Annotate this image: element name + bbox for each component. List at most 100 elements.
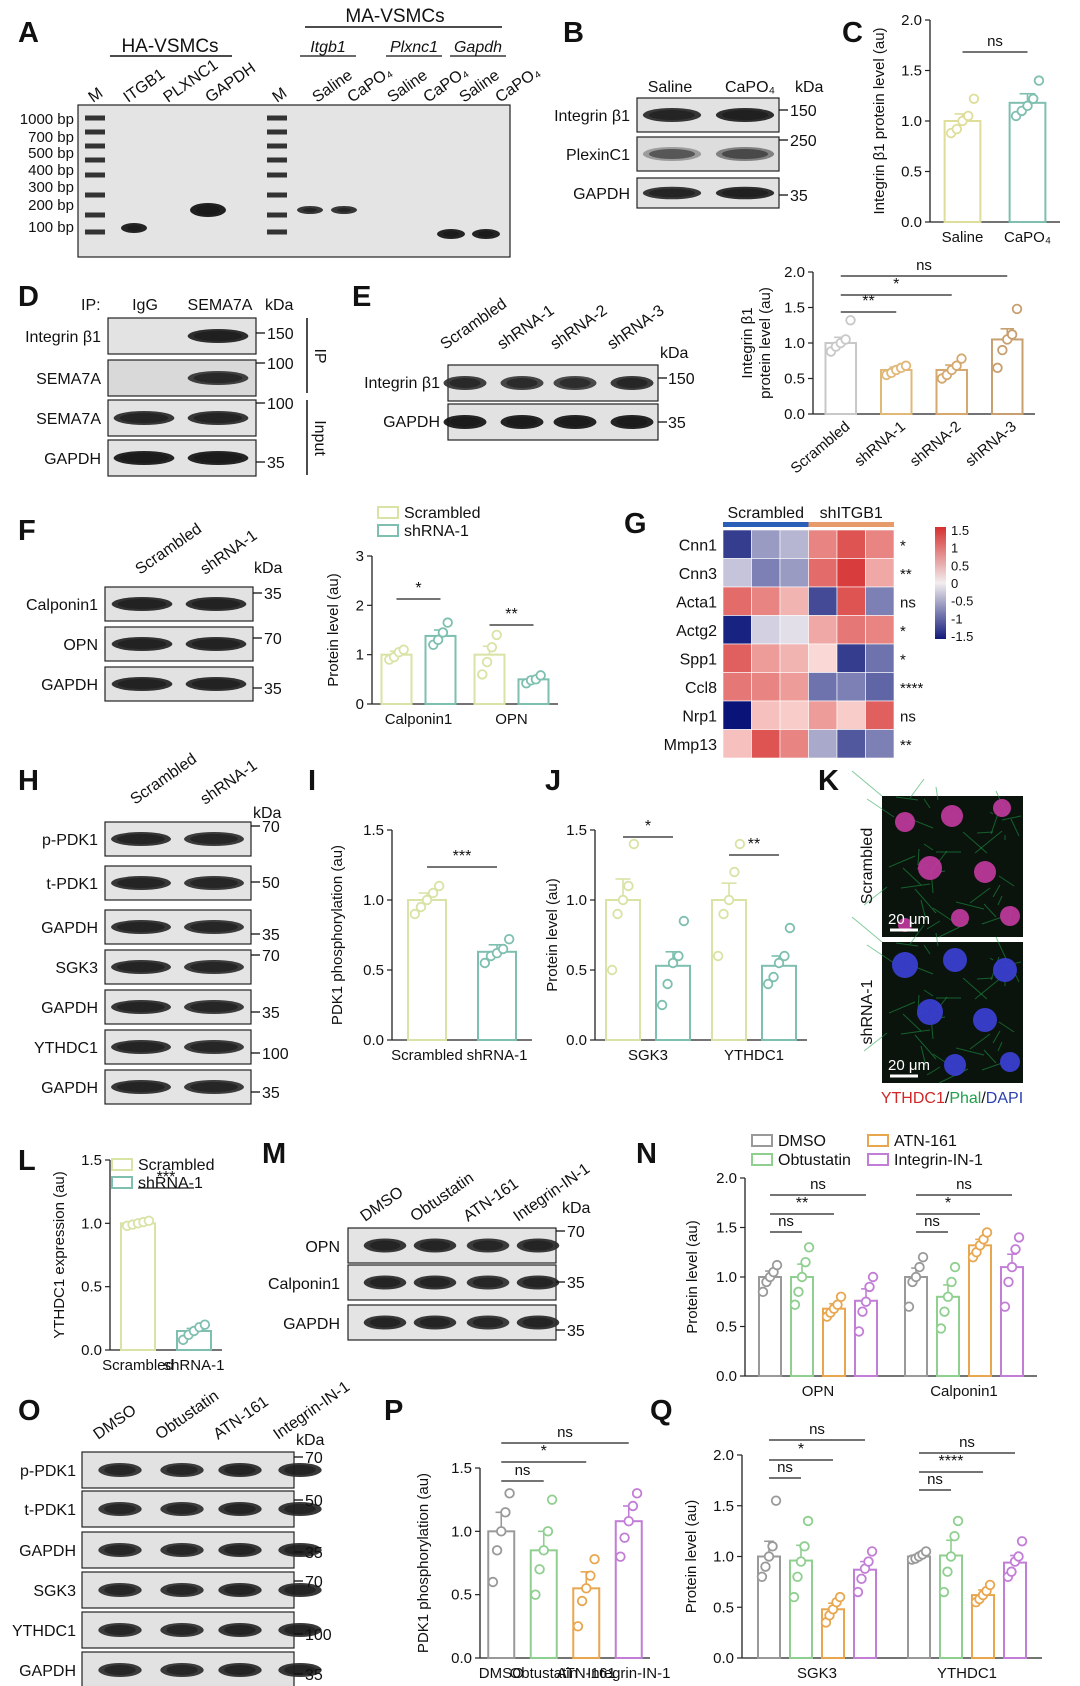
- panel-letter-J: J: [545, 765, 561, 797]
- y-tick-label: 0.0: [81, 1342, 102, 1359]
- heatmap-cell: [865, 672, 895, 702]
- marker-label: 100: [305, 1627, 332, 1644]
- heatmap-cell: [808, 729, 838, 759]
- data-point: [939, 1306, 950, 1317]
- y-axis-label: PDK1 phosphorylation (au): [415, 1473, 432, 1653]
- legend-swatch: [377, 506, 399, 519]
- data-point: [845, 315, 856, 326]
- x-tick-label: OPN: [802, 1383, 835, 1400]
- band-core: [190, 962, 238, 972]
- band-core: [284, 1465, 316, 1475]
- data-point: [860, 1296, 872, 1307]
- heatmap-cell: [751, 586, 781, 616]
- actin-fiber: [998, 875, 1015, 887]
- scale-label: 20 μm: [888, 911, 930, 928]
- x-tick-label: shRNA-3: [962, 418, 1020, 470]
- group-label: Input: [311, 420, 328, 456]
- data-point: [956, 353, 967, 364]
- chart-P: 0.0 0.5 1.0 1.5 PDK1 phosphorylation (au) DMS…: [415, 1424, 670, 1682]
- x-tick-label: Obtustatin: [510, 1665, 578, 1682]
- y-axis-label: Protein level (au): [544, 878, 561, 991]
- marker-label: 35: [262, 1005, 280, 1022]
- row-label: OPN: [305, 1239, 340, 1256]
- lane-label: CaPO₄: [725, 79, 775, 96]
- band-core: [193, 331, 243, 341]
- data-point: [771, 1259, 783, 1271]
- panel-letter-E: E: [352, 281, 371, 313]
- y-tick-label: 0.5: [451, 1587, 472, 1604]
- band-core: [616, 378, 648, 388]
- significance-label: ns: [924, 1213, 940, 1230]
- data-point: [627, 1500, 639, 1512]
- actin-fiber: [888, 855, 916, 868]
- data-point: [712, 950, 724, 962]
- y-tick-label: 0.5: [81, 1279, 102, 1296]
- data-point: [662, 978, 673, 990]
- heatmap-cell: [722, 643, 752, 673]
- actin-fiber: [895, 942, 919, 947]
- significance-label: *: [541, 1443, 547, 1460]
- actin-fiber: [998, 1021, 1015, 1033]
- band-core: [284, 1545, 316, 1555]
- row-label: GAPDH: [573, 186, 630, 203]
- heatmap-cell: [779, 700, 809, 730]
- legend-tick: 1.5: [951, 523, 969, 538]
- significance-label: ns: [956, 1176, 972, 1193]
- y-axis-label: Integrin β1 protein level (au): [871, 27, 888, 214]
- lane-label: shRNA-1: [198, 757, 261, 808]
- y-tick-label: 2.0: [716, 1170, 737, 1187]
- x-tick-label: Calponin1: [385, 711, 453, 728]
- heatmap-cell: [865, 643, 895, 673]
- actin-fiber: [983, 1049, 997, 1064]
- data-point: [1028, 93, 1039, 104]
- x-tick-label: shRNA-1: [851, 418, 909, 470]
- y-axis-label: protein level (au): [757, 287, 774, 399]
- legend-tick: -1.5: [951, 629, 973, 644]
- ladder-label: 100 bp: [28, 219, 74, 236]
- data-point: [656, 999, 668, 1011]
- x-tick-label: SGK3: [797, 1665, 837, 1682]
- heatmap-cell: [865, 529, 895, 559]
- legend-label: Scrambled: [138, 1157, 214, 1174]
- data-point: [900, 360, 912, 371]
- data-point: [585, 1570, 596, 1581]
- lane-label: Scrambled: [128, 750, 200, 808]
- data-point: [530, 1589, 541, 1600]
- caption-part: Phal: [949, 1090, 981, 1107]
- actin-fiber: [983, 903, 997, 918]
- nucleus: [1000, 1052, 1020, 1072]
- panel-letter-M: M: [262, 1138, 286, 1170]
- marker-label: 70: [305, 1574, 323, 1591]
- heatmap-cell: [722, 586, 752, 616]
- data-point: [856, 1573, 867, 1585]
- data-point: [734, 838, 746, 850]
- marker-label: 35: [267, 455, 285, 472]
- panel-b-blot: Saline CaPO₄ kDa Integrin β1 150 PlexinC1 250 G…: [554, 79, 824, 209]
- lane-label: M: [270, 85, 291, 107]
- y-tick-label: 0.0: [784, 406, 805, 423]
- y-tick-label: 0.5: [713, 1599, 734, 1616]
- x-tick-label: YTHDC1: [724, 1047, 784, 1064]
- data-point: [835, 1291, 847, 1303]
- x-tick-label: SGK3: [628, 1047, 668, 1064]
- y-tick-label: 1.0: [713, 1549, 734, 1566]
- band-core: [117, 1082, 165, 1092]
- x-tick-label: Saline: [942, 229, 984, 246]
- data-point: [606, 964, 618, 976]
- row-label: Scrambled: [859, 828, 876, 904]
- band-core: [478, 231, 494, 237]
- data-point: [756, 1571, 768, 1583]
- row-label: GAPDH: [383, 414, 440, 431]
- data-point: [795, 1556, 807, 1567]
- band-core: [117, 962, 165, 972]
- ladder-band: [85, 172, 105, 178]
- data-point: [143, 1215, 155, 1227]
- actin-fiber: [923, 989, 934, 997]
- heatmap-cell: [779, 672, 809, 702]
- heatmap-sig: **: [900, 737, 912, 754]
- actin-fiber: [992, 884, 1001, 898]
